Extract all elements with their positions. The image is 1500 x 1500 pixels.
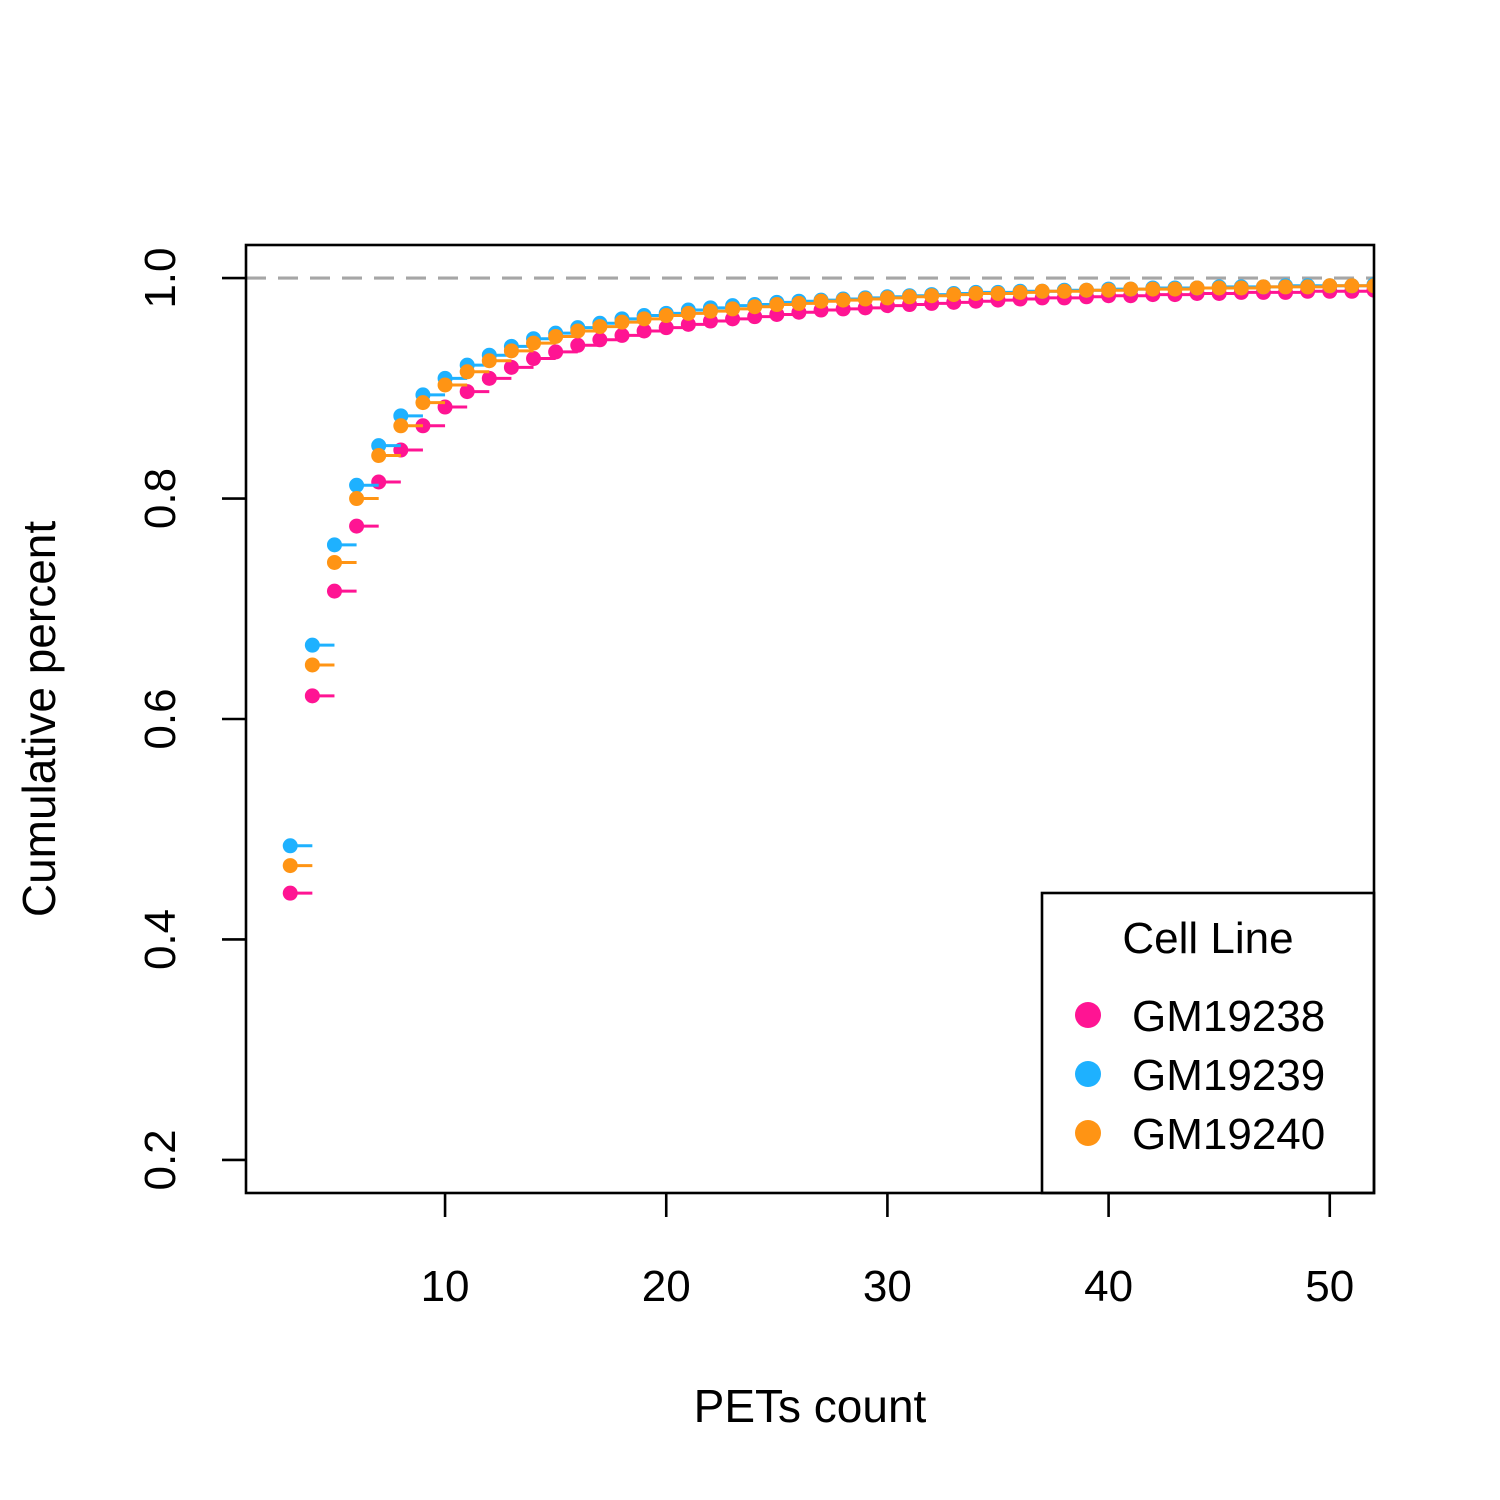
data-point: [680, 316, 696, 332]
data-point: [680, 305, 696, 321]
data-point: [526, 351, 542, 367]
data-point: [747, 299, 763, 315]
legend-marker: [1075, 1061, 1101, 1087]
data-point: [791, 295, 807, 311]
x-tick-label: 50: [1305, 1262, 1354, 1311]
legend-items: GM19238 GM19239 GM19240: [1075, 992, 1325, 1159]
data-point: [1189, 280, 1205, 296]
data-point: [813, 293, 829, 309]
data-point: [481, 353, 497, 369]
data-point: [1255, 279, 1271, 295]
data-point: [725, 301, 741, 317]
legend-marker: [1075, 1002, 1101, 1028]
data-point: [702, 303, 718, 319]
data-point: [835, 292, 851, 308]
data-point: [879, 290, 895, 306]
data-point: [1078, 282, 1094, 298]
data-point: [1278, 279, 1294, 295]
data-point: [349, 491, 365, 507]
series-layer: [282, 277, 1374, 901]
series-GM19239: [282, 277, 1374, 854]
x-tick-label: 40: [1084, 1262, 1133, 1311]
data-point: [769, 297, 785, 313]
data-point: [570, 323, 586, 339]
x-tick-label: 20: [642, 1262, 691, 1311]
data-point: [614, 314, 630, 330]
data-point: [415, 395, 431, 411]
data-point: [1034, 283, 1050, 299]
data-point: [282, 885, 298, 901]
data-point: [371, 448, 387, 464]
data-point: [902, 289, 918, 305]
data-point: [282, 858, 298, 874]
data-point: [1300, 279, 1316, 295]
data-point: [592, 332, 608, 348]
data-point: [857, 291, 873, 307]
data-point: [1233, 280, 1249, 296]
x-tick-label: 30: [863, 1262, 912, 1311]
data-point: [592, 319, 608, 335]
data-point: [304, 637, 320, 653]
legend-box: [1040, 891, 1376, 1195]
data-point: [1123, 281, 1139, 297]
plot-area: [246, 276, 1374, 901]
data-point: [1211, 280, 1227, 296]
data-point: [1101, 282, 1117, 298]
data-point: [658, 308, 674, 324]
data-point: [304, 657, 320, 673]
data-point: [1366, 278, 1374, 294]
y-tick-label: 0.4: [136, 909, 185, 970]
data-point: [1056, 283, 1072, 299]
data-point: [1344, 278, 1360, 294]
data-point: [1012, 284, 1028, 300]
data-point: [326, 583, 342, 599]
data-point: [636, 311, 652, 327]
data-point: [968, 286, 984, 302]
data-point: [658, 320, 674, 336]
data-point: [481, 370, 497, 386]
y-tick-label: 0.8: [136, 468, 185, 529]
data-point: [1167, 281, 1183, 297]
data-point: [349, 518, 365, 534]
y-axis-title: Cumulative percent: [13, 521, 65, 918]
y-tick-label: 0.2: [136, 1129, 185, 1190]
legend-entry-label: GM19238: [1132, 992, 1325, 1041]
data-point: [304, 688, 320, 704]
data-point: [326, 537, 342, 553]
data-point: [503, 359, 519, 375]
data-point: [924, 288, 940, 304]
data-point: [990, 286, 1006, 302]
series-GM19240: [282, 278, 1374, 874]
data-point: [1322, 278, 1338, 294]
data-point: [548, 344, 564, 360]
data-point: [548, 328, 564, 344]
data-point: [459, 384, 475, 400]
data-point: [371, 474, 387, 490]
data-point: [349, 477, 365, 493]
data-point: [526, 335, 542, 351]
legend-marker: [1075, 1120, 1101, 1146]
data-point: [1145, 281, 1161, 297]
y-tick-label: 1.0: [136, 247, 185, 308]
data-point: [393, 418, 409, 434]
data-point: [459, 364, 475, 380]
data-point: [636, 323, 652, 339]
y-tick-label: 0.6: [136, 688, 185, 749]
data-point: [570, 337, 586, 353]
data-point: [326, 554, 342, 570]
x-axis-title: PETs count: [694, 1380, 927, 1432]
data-point: [946, 287, 962, 303]
data-point: [503, 343, 519, 359]
x-axis: 10 20 30 40 50: [421, 1193, 1354, 1311]
data-point: [614, 327, 630, 343]
y-axis: 0.2 0.4 0.6 0.8 1.0: [136, 247, 246, 1191]
x-tick-label: 10: [421, 1262, 470, 1311]
legend-title: Cell Line: [1122, 914, 1293, 963]
legend-entry-label: GM19239: [1132, 1051, 1325, 1100]
data-point: [282, 838, 298, 854]
legend: Cell Line GM19238 GM19239 GM19240: [1040, 891, 1376, 1195]
legend-entry-label: GM19240: [1132, 1110, 1325, 1159]
data-point: [437, 377, 453, 393]
